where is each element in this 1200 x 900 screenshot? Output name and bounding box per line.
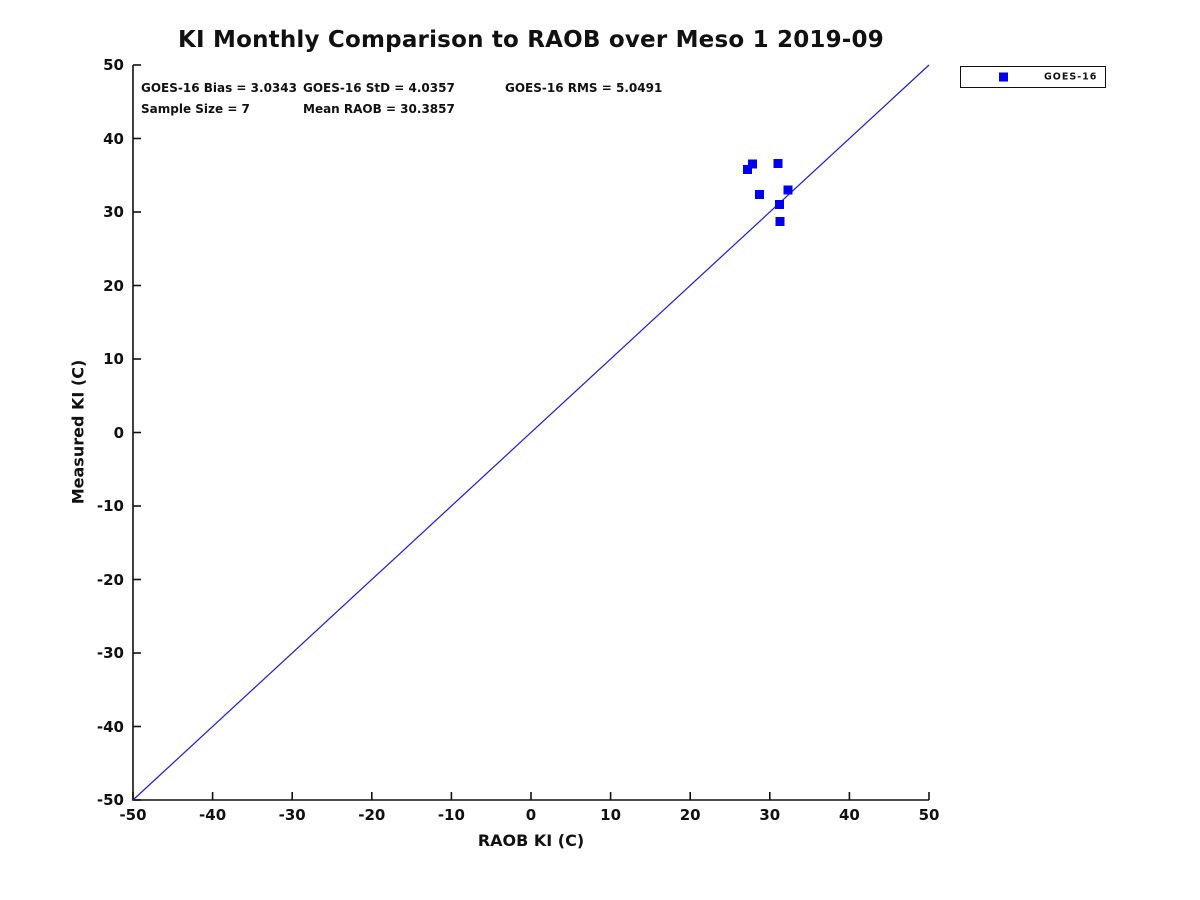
x-tick-label: -30: [278, 806, 306, 824]
y-tick-label: 10: [103, 350, 124, 368]
x-axis-label: RAOB KI (C): [477, 831, 585, 850]
x-tick-label: 40: [838, 806, 860, 824]
x-tick-label: 10: [600, 806, 622, 824]
stat-mean-raob: Mean RAOB = 30.3857: [303, 102, 455, 116]
x-tick-label: -10: [437, 806, 465, 824]
legend: GOES-16: [960, 66, 1106, 88]
stat-sample-size: Sample Size = 7: [141, 102, 250, 116]
data-point-marker: [773, 158, 783, 168]
stat-bias: GOES-16 Bias = 3.0343: [141, 81, 297, 95]
identity-reference-line: [132, 64, 930, 801]
y-tick-label: -50: [96, 791, 124, 809]
x-tick-label: 0: [525, 806, 537, 824]
x-tick-label: 30: [759, 806, 781, 824]
y-tick-label: 50: [103, 56, 124, 74]
stat-rms: GOES-16 RMS = 5.0491: [505, 81, 663, 95]
y-tick-label: -20: [96, 570, 124, 589]
data-point-marker: [747, 159, 757, 169]
data-point-marker: [754, 189, 764, 199]
data-point-marker: [774, 200, 784, 210]
x-tick-label: 50: [918, 806, 940, 824]
y-tick-label: -30: [96, 644, 124, 662]
data-point-marker: [775, 217, 785, 227]
data-point-marker: [743, 164, 753, 174]
y-tick-label: -10: [96, 497, 124, 515]
y-axis-label: Measured KI (C): [68, 359, 88, 505]
y-tick-label: 40: [103, 129, 124, 148]
y-tick-label: 20: [103, 276, 124, 295]
stat-std: GOES-16 StD = 4.0357: [303, 81, 455, 95]
x-tick-label: -20: [358, 806, 386, 824]
x-tick-label: 20: [679, 806, 701, 824]
legend-marker-square-icon: [999, 72, 1008, 82]
x-tick-label: -40: [199, 806, 227, 824]
legend-label: GOES-16: [1044, 71, 1098, 83]
chart-title: KI Monthly Comparison to RAOB over Meso …: [178, 27, 884, 53]
y-tick-label: 0: [113, 423, 124, 442]
x-tick-label: -50: [119, 806, 147, 824]
y-tick-label: 30: [103, 203, 124, 221]
y-tick-label: -40: [96, 717, 124, 736]
data-point-marker: [783, 185, 793, 195]
